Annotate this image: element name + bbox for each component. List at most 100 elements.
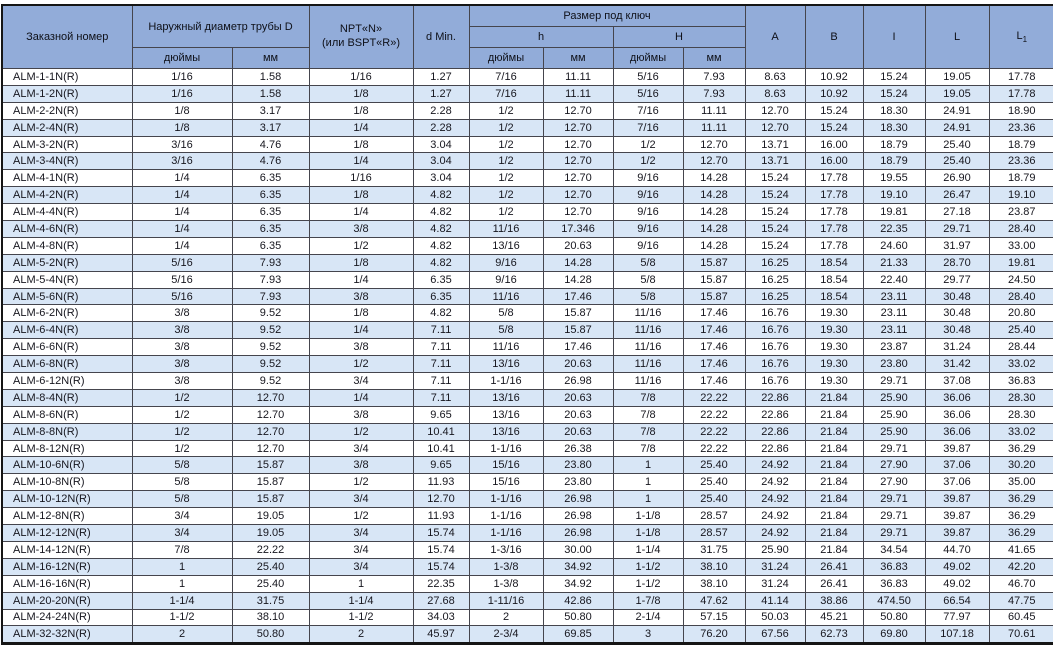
header-npt: NPT«N» (или BSPT«R») <box>308 4 414 69</box>
order-number-cell: ALM-8-6N(R) <box>1 405 133 424</box>
value-cell: 23.80 <box>542 473 614 492</box>
value-cell: 17.46 <box>542 338 614 357</box>
value-cell: 1/2 <box>131 388 233 407</box>
value-cell: 50.80 <box>862 608 926 627</box>
header-d-min: d Min. <box>412 4 470 69</box>
table-row: ALM-6-4N(R) 3/8 9.52 1/4 7.11 5/8 15.87 11/16 17… <box>1 321 1053 340</box>
value-cell: 3.04 <box>412 169 470 188</box>
table-row: ALM-1-1N(R) 1/16 1.58 1/16 1.27 7/16 11.11 5/16… <box>1 68 1053 86</box>
value-cell: 38.10 <box>231 608 310 627</box>
value-cell: 19.30 <box>804 321 864 340</box>
header-wrench-size-group: Размер под ключ <box>468 4 746 27</box>
header-col-l1-sub: 1 <box>1022 35 1028 45</box>
value-cell: 11.93 <box>412 473 470 492</box>
value-cell: 17.346 <box>542 220 614 238</box>
value-cell: 17.46 <box>682 372 746 390</box>
value-cell: 11.11 <box>682 101 746 120</box>
value-cell: 2 <box>308 625 414 645</box>
value-cell: 18.79 <box>862 152 926 171</box>
value-cell: 22.22 <box>231 540 310 559</box>
value-cell: 7.93 <box>231 287 310 306</box>
table-row: ALM-5-2N(R) 5/16 7.93 1/8 4.82 9/16 14.28 5/8 15… <box>1 253 1053 272</box>
value-cell: 12.70 <box>744 118 806 137</box>
value-cell: 1.58 <box>231 68 310 86</box>
value-cell: 3/8 <box>308 456 414 475</box>
value-cell: 30.48 <box>924 321 990 340</box>
value-cell: 28.57 <box>682 507 746 526</box>
value-cell: 1-1/16 <box>468 439 544 458</box>
value-cell: 3/8 <box>308 338 414 357</box>
value-cell: 45.97 <box>412 625 470 645</box>
value-cell: 23.36 <box>988 118 1053 137</box>
value-cell: 26.41 <box>804 557 864 576</box>
value-cell: 67.56 <box>744 625 806 645</box>
value-cell: 17.78 <box>988 84 1053 103</box>
order-number-cell: ALM-8-12N(R) <box>1 439 133 458</box>
value-cell: 17.78 <box>988 68 1053 86</box>
value-cell: 34.54 <box>862 540 926 559</box>
value-cell: 11/16 <box>612 355 684 374</box>
value-cell: 5/16 <box>612 84 684 103</box>
value-cell: 13.71 <box>744 135 806 154</box>
value-cell: 11/16 <box>468 287 544 306</box>
value-cell: 28.30 <box>988 388 1053 407</box>
value-cell: 1/2 <box>308 507 414 526</box>
table-body: ALM-1-1N(R) 1/16 1.58 1/16 1.27 7/16 11.11 5/16… <box>1 68 1053 645</box>
value-cell: 22.22 <box>682 439 746 458</box>
order-number-cell: ALM-8-8N(R) <box>1 422 133 441</box>
value-cell: 12.70 <box>542 203 614 222</box>
value-cell: 1/4 <box>131 236 233 255</box>
value-cell: 28.70 <box>924 253 990 272</box>
value-cell: 19.05 <box>924 68 990 86</box>
table-row: ALM-2-4N(R) 1/8 3.17 1/4 2.28 1/2 12.70 7/16 11.… <box>1 118 1053 137</box>
value-cell: 12.70 <box>542 152 614 171</box>
value-cell: 29.77 <box>924 270 990 289</box>
header-d-mm: мм <box>231 47 310 69</box>
order-number-cell: ALM-2-2N(R) <box>1 101 133 120</box>
order-number-cell: ALM-8-4N(R) <box>1 388 133 407</box>
value-cell: 15.24 <box>862 68 926 86</box>
value-cell: 1/4 <box>131 169 233 188</box>
value-cell: 7.11 <box>412 338 470 357</box>
value-cell: 6.35 <box>231 203 310 222</box>
value-cell: 10.41 <box>412 439 470 458</box>
value-cell: 26.98 <box>542 490 614 509</box>
value-cell: 1/2 <box>612 135 684 154</box>
value-cell: 3/4 <box>131 507 233 526</box>
value-cell: 25.40 <box>924 135 990 154</box>
value-cell: 8.63 <box>744 68 806 86</box>
value-cell: 19.10 <box>988 186 1053 205</box>
header-col-a: A <box>744 4 806 69</box>
value-cell: 14.28 <box>682 236 746 255</box>
value-cell: 5/8 <box>612 253 684 272</box>
value-cell: 1 <box>612 473 684 492</box>
value-cell: 23.11 <box>862 304 926 323</box>
value-cell: 5/8 <box>131 473 233 492</box>
value-cell: 21.84 <box>804 524 864 542</box>
value-cell: 2 <box>468 608 544 627</box>
value-cell: 7.93 <box>231 270 310 289</box>
value-cell: 3.04 <box>412 152 470 171</box>
value-cell: 25.40 <box>682 473 746 492</box>
value-cell: 14.28 <box>682 203 746 222</box>
value-cell: 19.05 <box>924 84 990 103</box>
value-cell: 24.50 <box>988 270 1053 289</box>
value-cell: 26.98 <box>542 507 614 526</box>
value-cell: 28.57 <box>682 524 746 542</box>
value-cell: 16.76 <box>744 321 806 340</box>
value-cell: 1-1/4 <box>612 540 684 559</box>
value-cell: 27.68 <box>412 591 470 610</box>
value-cell: 6.35 <box>412 270 470 289</box>
value-cell: 47.62 <box>682 591 746 610</box>
header-order-number: Заказной номер <box>1 4 133 69</box>
value-cell: 1-1/16 <box>468 490 544 509</box>
value-cell: 18.54 <box>804 287 864 306</box>
value-cell: 15.24 <box>804 101 864 120</box>
value-cell: 1/2 <box>468 101 544 120</box>
value-cell: 4.76 <box>231 135 310 154</box>
value-cell: 15.74 <box>412 557 470 576</box>
value-cell: 50.80 <box>542 608 614 627</box>
value-cell: 1-3/16 <box>468 540 544 559</box>
value-cell: 1.27 <box>412 84 470 103</box>
